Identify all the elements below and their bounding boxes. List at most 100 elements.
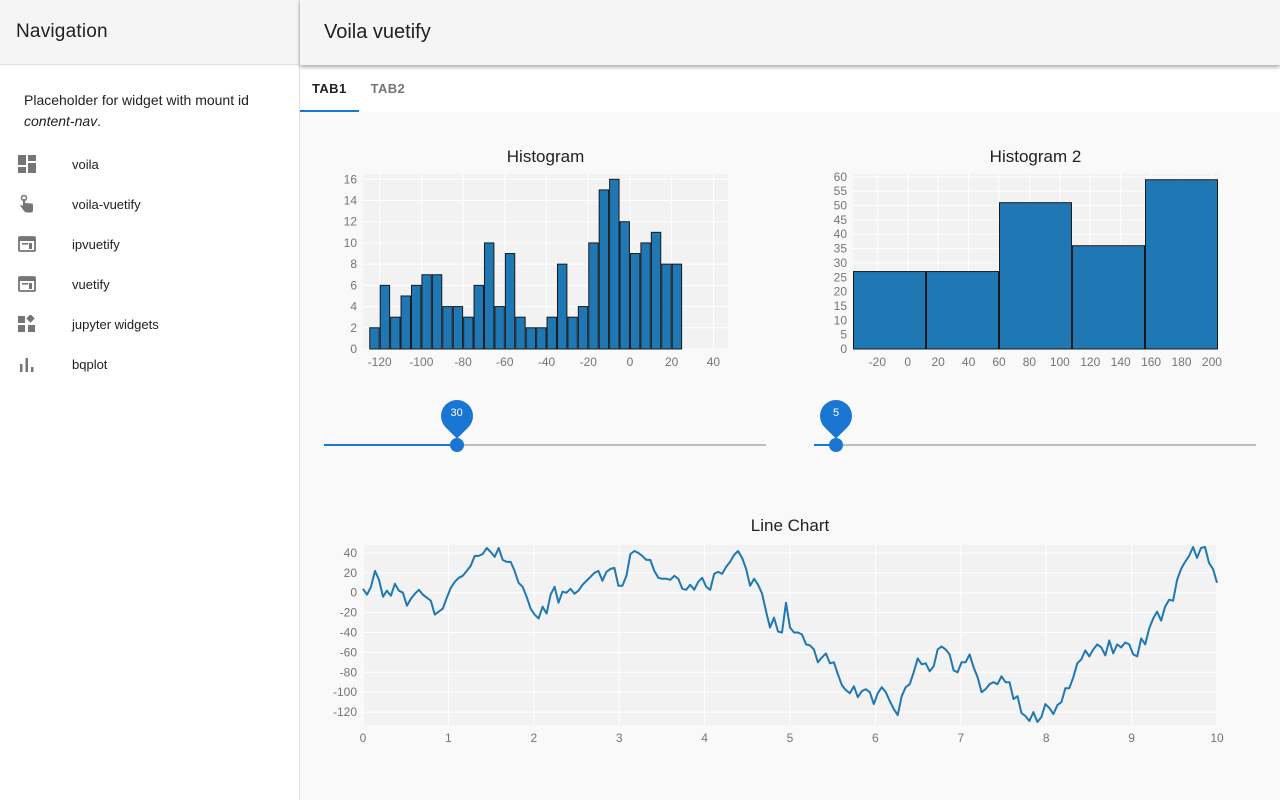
y-tick-label: 60: [834, 170, 848, 184]
y-tick-label: 0: [350, 586, 357, 600]
histogram-bar: [853, 271, 926, 350]
nav-item-ipvuetify[interactable]: ipvuetify: [0, 224, 299, 264]
y-tick-label: -40: [340, 626, 358, 640]
histogram-bar: [400, 295, 411, 350]
y-tick-label: 0: [840, 342, 847, 356]
navigation-drawer: Navigation Placeholder for widget with m…: [0, 0, 300, 800]
x-tick-label: 180: [1171, 355, 1191, 369]
slider-value-label: 5: [833, 407, 840, 419]
histogram-bar: [379, 284, 391, 350]
nav-item-vuetify[interactable]: vuetify: [0, 264, 299, 304]
histogram-bins-slider[interactable]: 30: [324, 393, 766, 460]
x-tick-label: 20: [931, 355, 945, 369]
x-tick-label: -60: [496, 355, 514, 369]
x-tick-label: 5: [787, 731, 794, 745]
x-tick-label: 160: [1141, 355, 1161, 369]
y-tick-label: -60: [340, 645, 358, 659]
line-chart: Line Chart 0 1 2 3 4 5 6 7 8 9 10 -120 -100 -80 -60 -40 -…: [333, 516, 1224, 745]
placeholder-text: Placeholder for widget with mount id: [24, 92, 249, 108]
y-tick-label: 0: [350, 342, 357, 356]
y-tick-label: 4: [350, 300, 357, 314]
slider-thumb[interactable]: [449, 438, 464, 452]
x-tick-label: 2: [530, 731, 537, 745]
y-tick-label: 40: [834, 227, 848, 241]
histogram-bar: [442, 306, 453, 350]
chart-title: Line Chart: [751, 516, 830, 535]
x-tick-label: 60: [992, 355, 1006, 369]
x-tick-label: -40: [538, 355, 556, 369]
x-tick-label: 80: [1023, 355, 1037, 369]
nav-item-bqplot[interactable]: bqplot: [0, 344, 299, 384]
histogram-bar: [483, 242, 495, 350]
nav-item-label: voila-vuetify: [72, 196, 141, 212]
histogram-2-chart: Histogram 2-20 0 20 40 60 80 100 120 140 160 180 20…: [834, 147, 1223, 369]
x-tick-label: -20: [580, 355, 598, 369]
y-tick-label: 20: [834, 285, 848, 299]
tab-bar: TAB1 TAB2: [300, 65, 1280, 112]
y-tick-label: -120: [333, 705, 357, 719]
histogram-bar: [926, 271, 999, 350]
histogram-bar: [588, 242, 599, 350]
nav-item-voila-vuetify[interactable]: voila-vuetify: [0, 184, 299, 224]
slider-thumb[interactable]: [829, 438, 844, 452]
histogram-bar: [546, 316, 557, 350]
tab-tab1[interactable]: TAB1: [300, 65, 359, 112]
widgets-icon: [18, 315, 36, 333]
x-tick-label: 40: [962, 355, 976, 369]
histogram-bar: [577, 306, 589, 350]
y-tick-label: 14: [344, 194, 358, 208]
nav-item-jupyter-widgets[interactable]: jupyter widgets: [0, 304, 299, 344]
x-tick-label: -100: [409, 355, 433, 369]
histogram-bar: [609, 178, 620, 350]
x-tick-label: 6: [872, 731, 879, 745]
slider-track: [814, 444, 1256, 446]
nav-item-label: vuetify: [72, 276, 110, 292]
histogram-bar: [556, 263, 568, 350]
x-tick-label: 4: [701, 731, 708, 745]
x-tick-label: 3: [616, 731, 623, 745]
x-tick-label: 0: [627, 355, 634, 369]
histogram-bar: [598, 189, 610, 350]
histogram-bar: [567, 316, 578, 350]
histogram-bar: [473, 284, 484, 350]
x-tick-label: 9: [1128, 731, 1135, 745]
x-tick-label: 10: [1210, 731, 1224, 745]
x-tick-label: 8: [1043, 731, 1050, 745]
tab-tab2[interactable]: TAB2: [370, 81, 406, 96]
tab-content: Histogram -120 -100 -80 -60 -40 -20 0 20 40 0 2 4 6 8 1…: [300, 112, 1280, 800]
histogram-bar: [536, 327, 547, 350]
line-series: [362, 546, 1218, 723]
y-tick-label: 5: [840, 328, 847, 342]
x-tick-label: 0: [360, 731, 367, 745]
y-tick-label: 12: [344, 215, 358, 229]
x-tick-label: -120: [368, 355, 392, 369]
nav-list: voila voila-vuetify ipvuetify vuetify: [0, 144, 299, 384]
histogram-bar: [515, 316, 526, 350]
histogram-2-bins-slider[interactable]: 5: [813, 393, 1256, 460]
y-tick-label: 30: [834, 256, 848, 270]
nav-item-voila[interactable]: voila: [0, 144, 299, 184]
histogram-bar: [369, 327, 380, 350]
histogram-bar: [421, 274, 432, 350]
slider-fill: [814, 444, 837, 446]
nav-item-label: voila: [72, 156, 99, 172]
nav-item-label: bqplot: [72, 356, 108, 372]
histogram-bar: [671, 263, 683, 350]
y-tick-label: 55: [834, 184, 848, 198]
histogram-bar: [661, 263, 672, 350]
histogram-bar: [452, 306, 464, 350]
y-tick-label: -20: [340, 606, 358, 620]
page-title: Voila vuetify: [324, 21, 431, 43]
slider-track: [324, 444, 766, 446]
x-tick-label: 1: [445, 731, 452, 745]
histogram-bar: [640, 242, 651, 350]
content-nav-placeholder: Placeholder for widget with mount id con…: [0, 65, 299, 132]
y-tick-label: 2: [350, 321, 357, 335]
chart-title: Histogram: [507, 147, 584, 166]
y-tick-label: 16: [344, 172, 358, 186]
y-tick-label: 45: [834, 213, 848, 227]
y-tick-label: 10: [344, 236, 358, 250]
x-tick-label: 20: [665, 355, 679, 369]
y-tick-label: 8: [350, 257, 357, 271]
